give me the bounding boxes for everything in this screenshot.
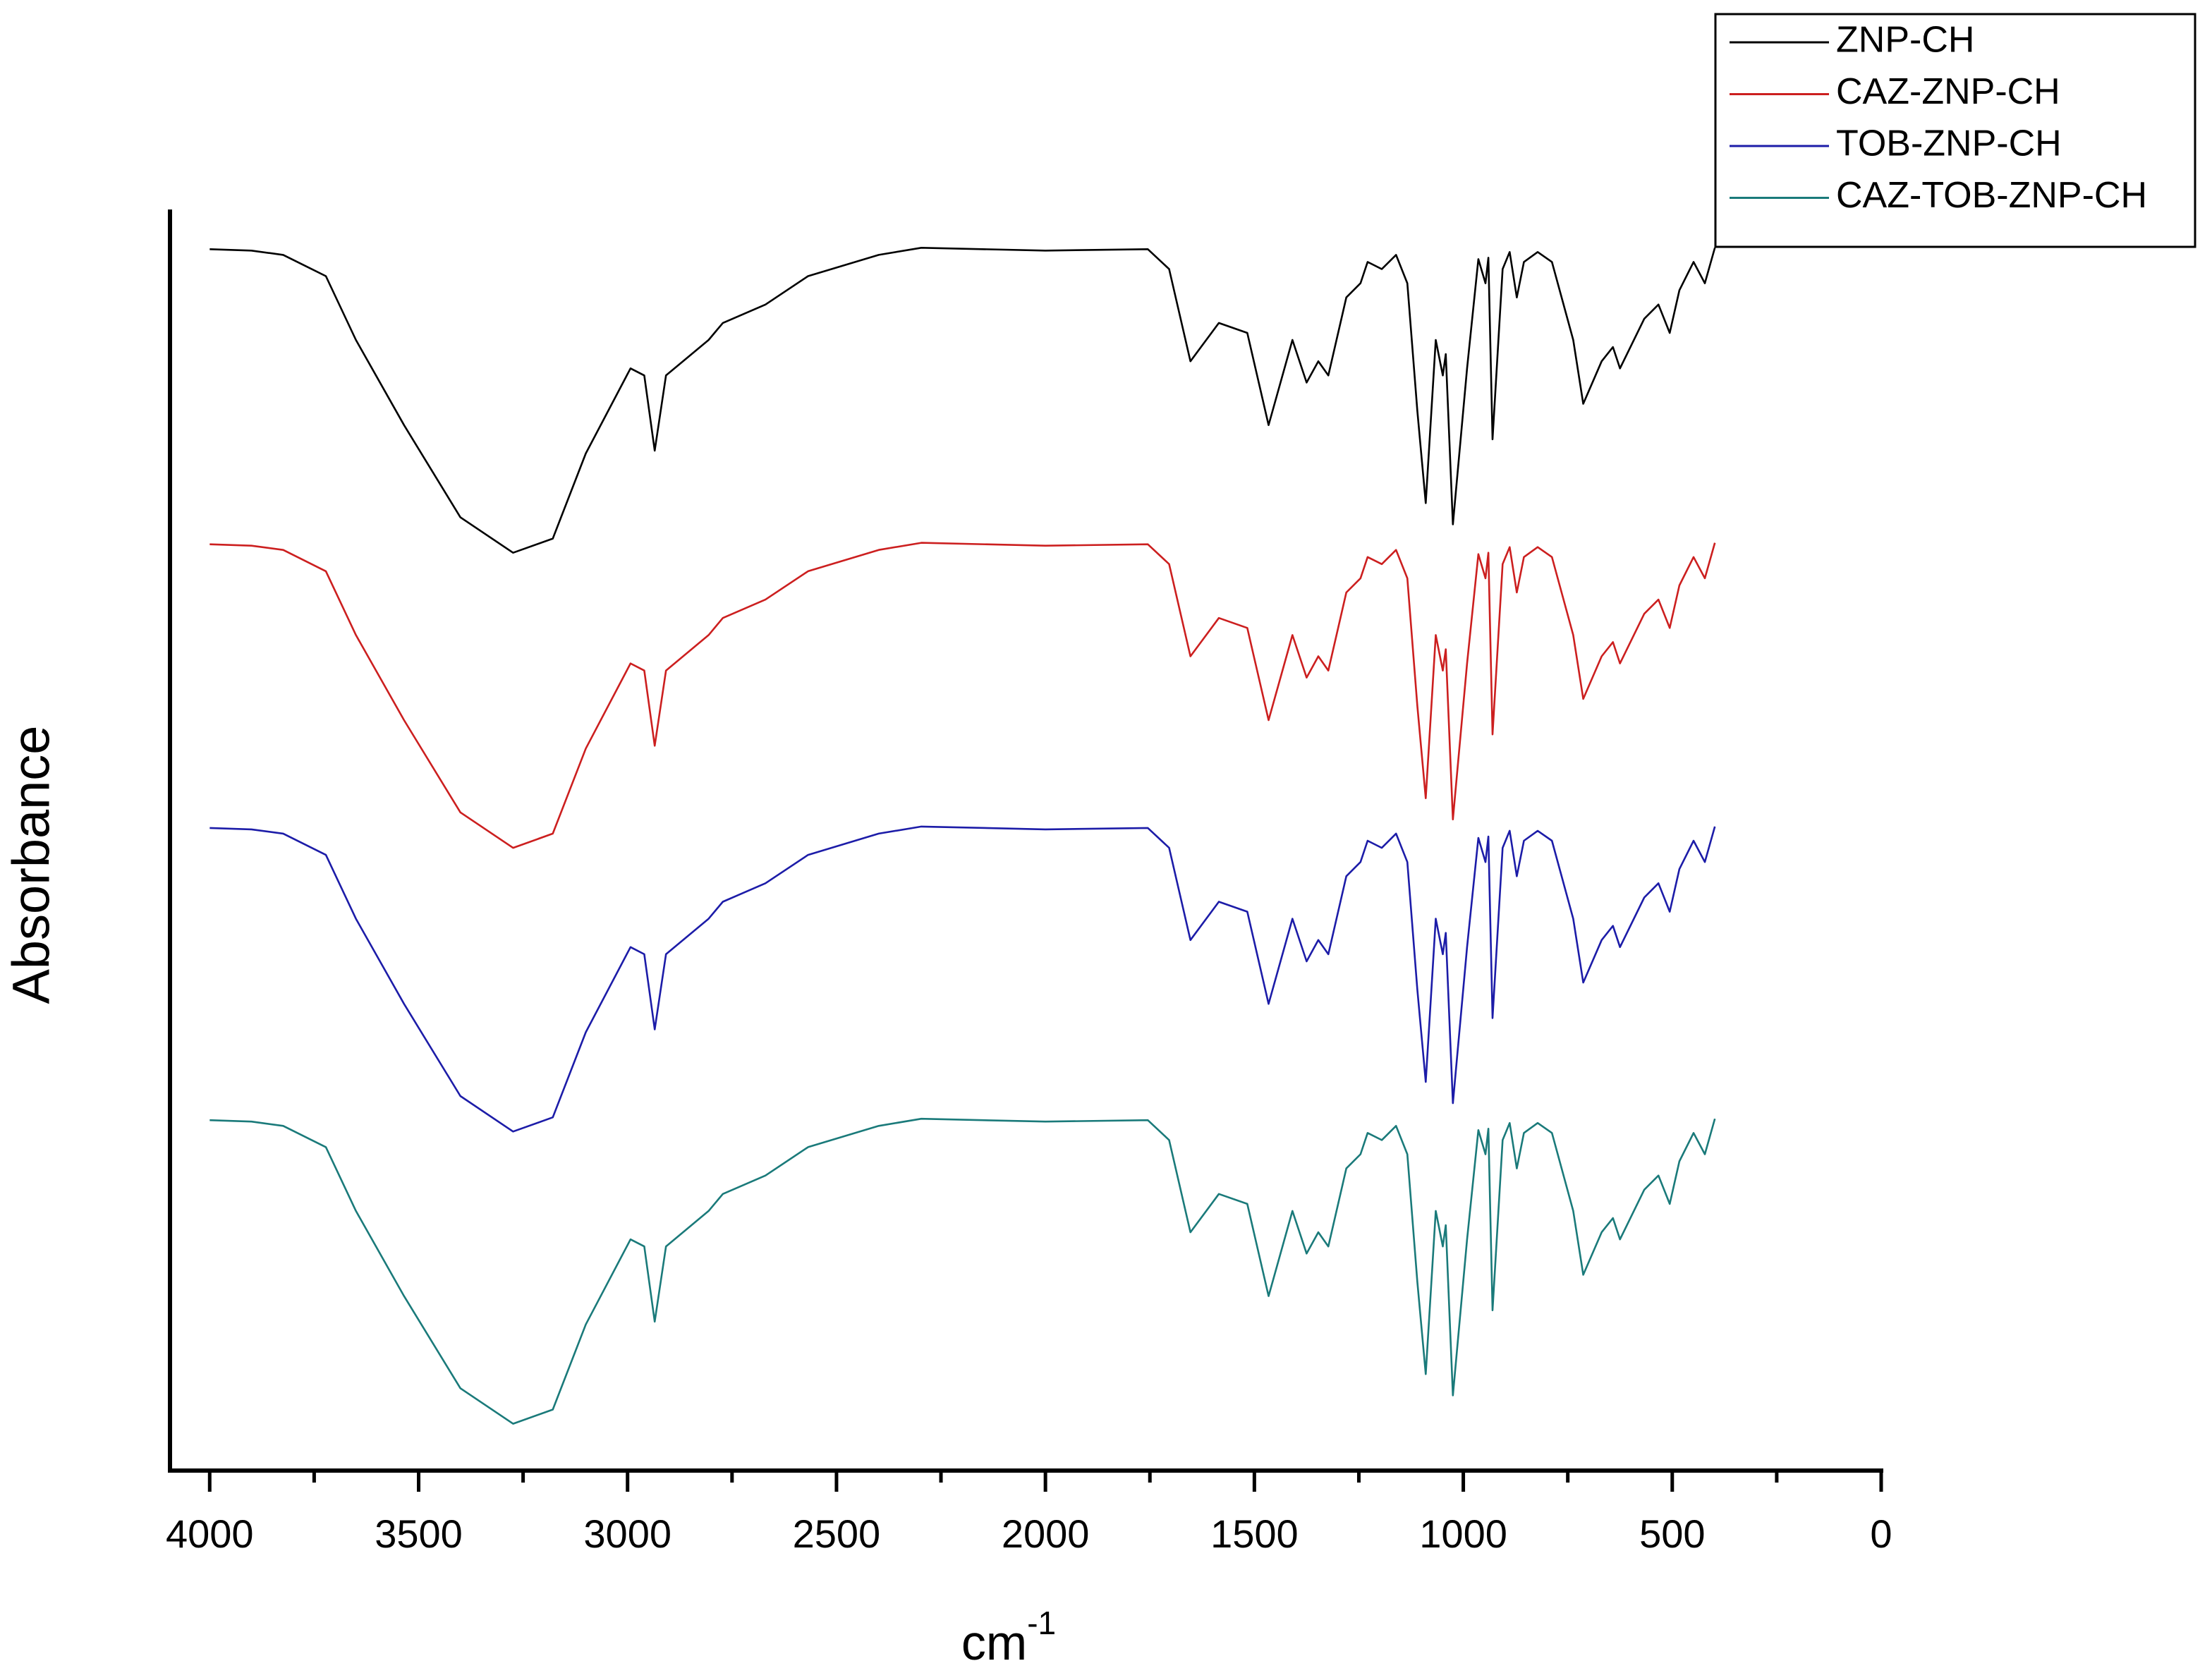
x-tick-label: 2000 (1002, 1511, 1090, 1556)
x-axis-label-sup: -1 (1027, 1605, 1056, 1641)
legend-box (1714, 13, 2196, 248)
x-tick-label: 4000 (166, 1511, 254, 1556)
x-tick-label: 500 (1639, 1511, 1705, 1556)
legend-label: ZNP-CH (1836, 20, 1974, 61)
x-axis-label-base: cm (961, 1615, 1027, 1670)
x-tick-label: 3500 (375, 1511, 463, 1556)
legend-label: CAZ-TOB-ZNP-CH (1836, 175, 2147, 216)
legend-label: TOB-ZNP-CH (1836, 123, 2062, 164)
x-tick-label: 2500 (793, 1511, 881, 1556)
series-line (209, 1117, 1716, 1425)
legend-label: CAZ-ZNP-CH (1836, 71, 2060, 112)
series-line (209, 542, 1716, 849)
x-tick-label: 1500 (1210, 1511, 1299, 1556)
x-tick-label: 1000 (1419, 1511, 1507, 1556)
x-axis-label: cm-1 (961, 1605, 1056, 1670)
series-line (209, 247, 1716, 554)
x-tick-label: 3000 (583, 1511, 672, 1556)
x-tick-label: 0 (1870, 1511, 1892, 1556)
series-line (209, 825, 1716, 1133)
y-axis-label: Absorbance (2, 726, 61, 1004)
